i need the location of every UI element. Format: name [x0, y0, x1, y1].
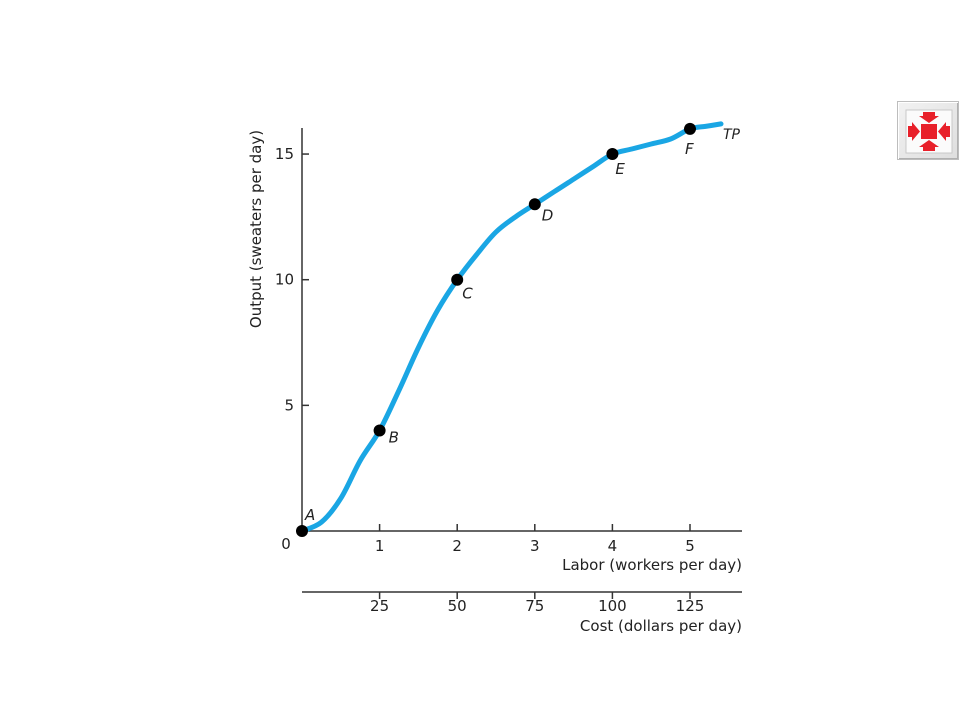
data-point-e — [606, 148, 619, 161]
y-axis-title: Output (sweaters per day) — [247, 130, 265, 328]
x-tick-label: 2 — [452, 537, 462, 555]
data-point-b — [373, 424, 386, 437]
x-tick-label: 4 — [608, 537, 618, 555]
x2-tick-label: 100 — [598, 597, 627, 615]
point-label-b: B — [389, 428, 399, 446]
icon-arrow-down — [919, 112, 939, 123]
icon-arrow-left — [938, 122, 950, 141]
data-points: A B C D E F — [296, 122, 696, 537]
x-tick-label: 1 — [375, 537, 385, 555]
icon-center-square — [921, 124, 937, 139]
icon-arrow-up — [919, 140, 939, 151]
origin-label: 0 — [281, 535, 291, 553]
point-label-f: F — [685, 140, 694, 158]
x2-tick-label: 75 — [525, 597, 544, 615]
y-tick-label: 15 — [275, 145, 294, 163]
x-tick-label: 3 — [530, 537, 540, 555]
x-axis-title: Labor (workers per day) — [562, 556, 742, 574]
point-label-a: A — [304, 506, 315, 524]
data-point-d — [528, 198, 541, 211]
data-point-a — [296, 525, 308, 537]
x2-tick-label: 25 — [370, 597, 389, 615]
y-tick-label: 10 — [275, 271, 294, 289]
ticks: 1 2 3 4 5 25 50 75 100 125 5 10 15 — [275, 145, 704, 615]
tp-curve-line — [299, 121, 724, 534]
icon-arrow-right — [908, 122, 920, 141]
data-point-c — [451, 273, 464, 286]
y-tick-label: 5 — [284, 396, 294, 414]
point-label-c: C — [462, 285, 473, 303]
x2-tick-label: 50 — [448, 597, 467, 615]
series-label-tp: TP — [723, 127, 741, 143]
point-label-d: D — [542, 206, 554, 224]
x-tick-label: 5 — [685, 537, 695, 555]
point-label-e: E — [615, 160, 625, 178]
shrink-view-button[interactable] — [897, 101, 959, 160]
x2-tick-label: 125 — [676, 597, 705, 615]
shrink-arrows-icon — [905, 109, 953, 154]
axes — [301, 128, 742, 593]
x2-axis-title: Cost (dollars per day) — [580, 617, 742, 635]
data-point-f — [684, 122, 696, 135]
